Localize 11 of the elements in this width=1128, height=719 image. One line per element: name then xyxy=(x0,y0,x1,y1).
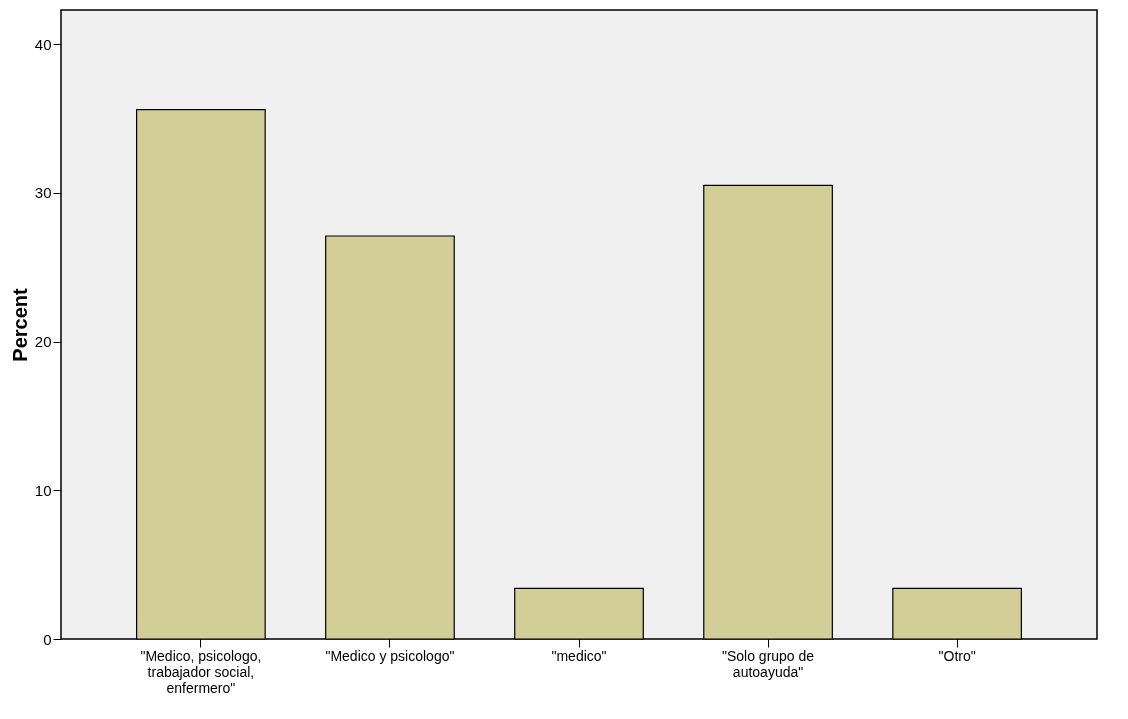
y-tick-label: 30 xyxy=(34,184,52,202)
y-tick-label: 0 xyxy=(43,630,52,648)
x-tick-label: "Solo grupo de autoayuda" xyxy=(721,647,815,680)
y-tick-label: 20 xyxy=(34,333,52,351)
y-tick-label: 40 xyxy=(34,35,52,53)
y-tick-label: 10 xyxy=(34,481,52,499)
y-axis-title: Percent xyxy=(8,287,31,362)
x-tick-label: "Otro" xyxy=(938,647,976,664)
x-tick-label: "Medico y psicologo" xyxy=(325,647,455,664)
x-tick-label: "medico" xyxy=(551,647,607,664)
x-tick-label: "Medico, psicologo, trabajador social, enfermero" xyxy=(140,647,262,696)
